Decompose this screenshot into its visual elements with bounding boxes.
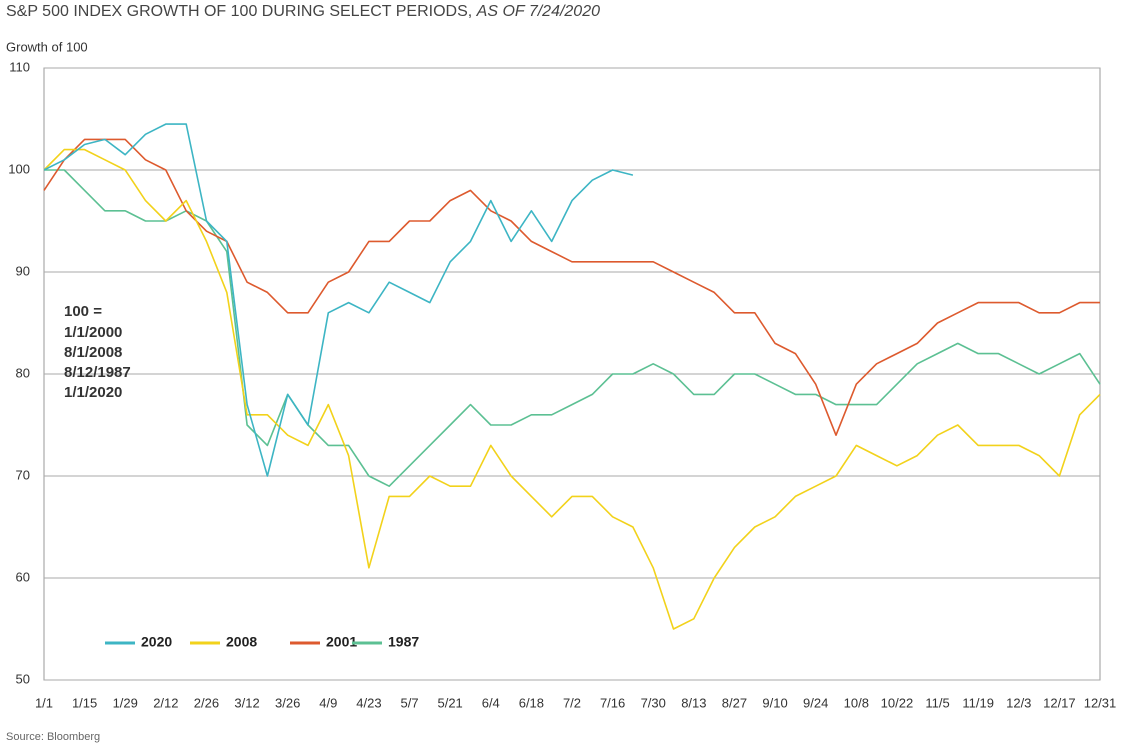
series-line — [43, 123, 634, 477]
title-date: AS OF 7/24/2020 — [476, 3, 600, 20]
source-note: Source: Bloomberg — [6, 731, 100, 743]
y-tick-label: 60 — [16, 569, 30, 584]
y-tick-label: 100 — [8, 161, 30, 176]
x-tick-label: 2/26 — [194, 695, 219, 710]
x-tick-label: 5/21 — [437, 695, 462, 710]
x-tick-label: 7/16 — [600, 695, 625, 710]
series-line — [43, 138, 1100, 436]
x-tick-label: 12/3 — [1006, 695, 1031, 710]
title-main: S&P 500 INDEX GROWTH OF 100 DURING SELEC… — [6, 3, 472, 20]
y-axis-label: Growth of 100 — [6, 39, 88, 54]
annotation-heading: 100 = — [64, 303, 102, 320]
x-tick-label: 12/17 — [1043, 695, 1076, 710]
y-tick-label: 50 — [16, 671, 30, 686]
x-tick-label: 10/22 — [881, 695, 914, 710]
legend-label: 1987 — [388, 634, 419, 650]
annotation-item: 8/12/1987 — [64, 364, 131, 381]
x-tick-label: 7/2 — [563, 695, 581, 710]
x-tick-label: 7/30 — [641, 695, 666, 710]
series-line — [44, 169, 1101, 487]
x-tick-label: 5/7 — [400, 695, 418, 710]
chart-title: S&P 500 INDEX GROWTH OF 100 DURING SELEC… — [6, 3, 600, 20]
x-tick-label: 4/9 — [319, 695, 337, 710]
x-tick-label: 1/15 — [72, 695, 97, 710]
x-tick-label: 1/29 — [113, 695, 138, 710]
y-tick-label: 80 — [16, 365, 30, 380]
annotation-item: 1/1/2020 — [64, 384, 122, 401]
x-tick-label: 4/23 — [356, 695, 381, 710]
y-tick-label: 110 — [9, 59, 30, 74]
x-tick-label: 11/19 — [962, 695, 994, 710]
x-tick-label: 9/24 — [803, 695, 828, 710]
x-tick-label: 12/31 — [1084, 695, 1117, 710]
x-tick-label: 11/5 — [925, 695, 949, 710]
x-tick-label: 6/4 — [482, 695, 500, 710]
x-tick-label: 1/1 — [35, 695, 53, 710]
x-tick-label: 8/13 — [681, 695, 706, 710]
x-tick-label: 2/12 — [153, 695, 178, 710]
x-tick-label: 8/27 — [722, 695, 747, 710]
x-tick-label: 10/8 — [844, 695, 869, 710]
x-tick-label: 3/12 — [234, 695, 259, 710]
legend-label: 2020 — [141, 634, 172, 650]
series-line — [43, 148, 1101, 630]
x-tick-label: 6/18 — [519, 695, 544, 710]
y-tick-label: 90 — [16, 263, 30, 278]
annotation-item: 8/1/2008 — [64, 344, 122, 361]
annotation-item: 1/1/2000 — [64, 324, 122, 341]
x-tick-label: 9/10 — [762, 695, 787, 710]
legend-label: 2008 — [226, 634, 257, 650]
x-tick-label: 3/26 — [275, 695, 300, 710]
legend-label: 2001 — [326, 634, 357, 650]
y-tick-label: 70 — [16, 467, 30, 482]
